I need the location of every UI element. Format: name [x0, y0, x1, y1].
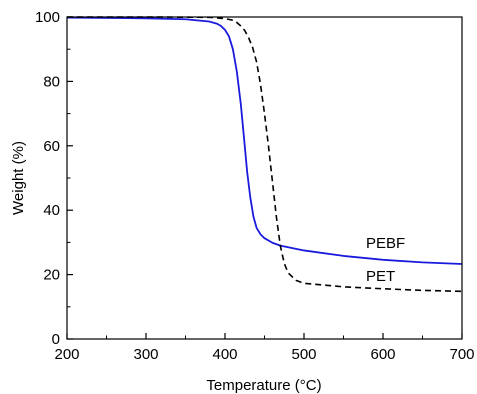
tick-labels: 200 300 400 500 600 700 0 20 40 60 80 100	[35, 9, 475, 363]
x-tick-label: 400	[212, 346, 237, 363]
plot-frame	[66, 16, 463, 340]
x-tick-label: 500	[291, 346, 316, 363]
x-axis-title: Temperature (°C)	[206, 377, 321, 394]
plot-area	[66, 16, 463, 293]
y-tick-label: 0	[52, 331, 60, 348]
y-axis-title: Weight (%)	[10, 141, 27, 215]
y-tick-label: 80	[43, 73, 60, 90]
x-tick-label: 200	[54, 346, 79, 363]
y-tick-label: 20	[43, 267, 60, 284]
series-label-pet: PET	[366, 268, 395, 285]
x-tick-label: 600	[370, 346, 395, 363]
y-tick-label: 60	[43, 138, 60, 155]
y-tick-label: 100	[35, 9, 60, 26]
series-line-pebf	[66, 16, 463, 265]
y-tick-label: 40	[43, 202, 60, 219]
x-tick-label: 700	[449, 346, 474, 363]
x-tick-label: 300	[133, 346, 158, 363]
axis-ticks	[66, 16, 463, 340]
series-label-pebf: PEBF	[366, 235, 405, 252]
